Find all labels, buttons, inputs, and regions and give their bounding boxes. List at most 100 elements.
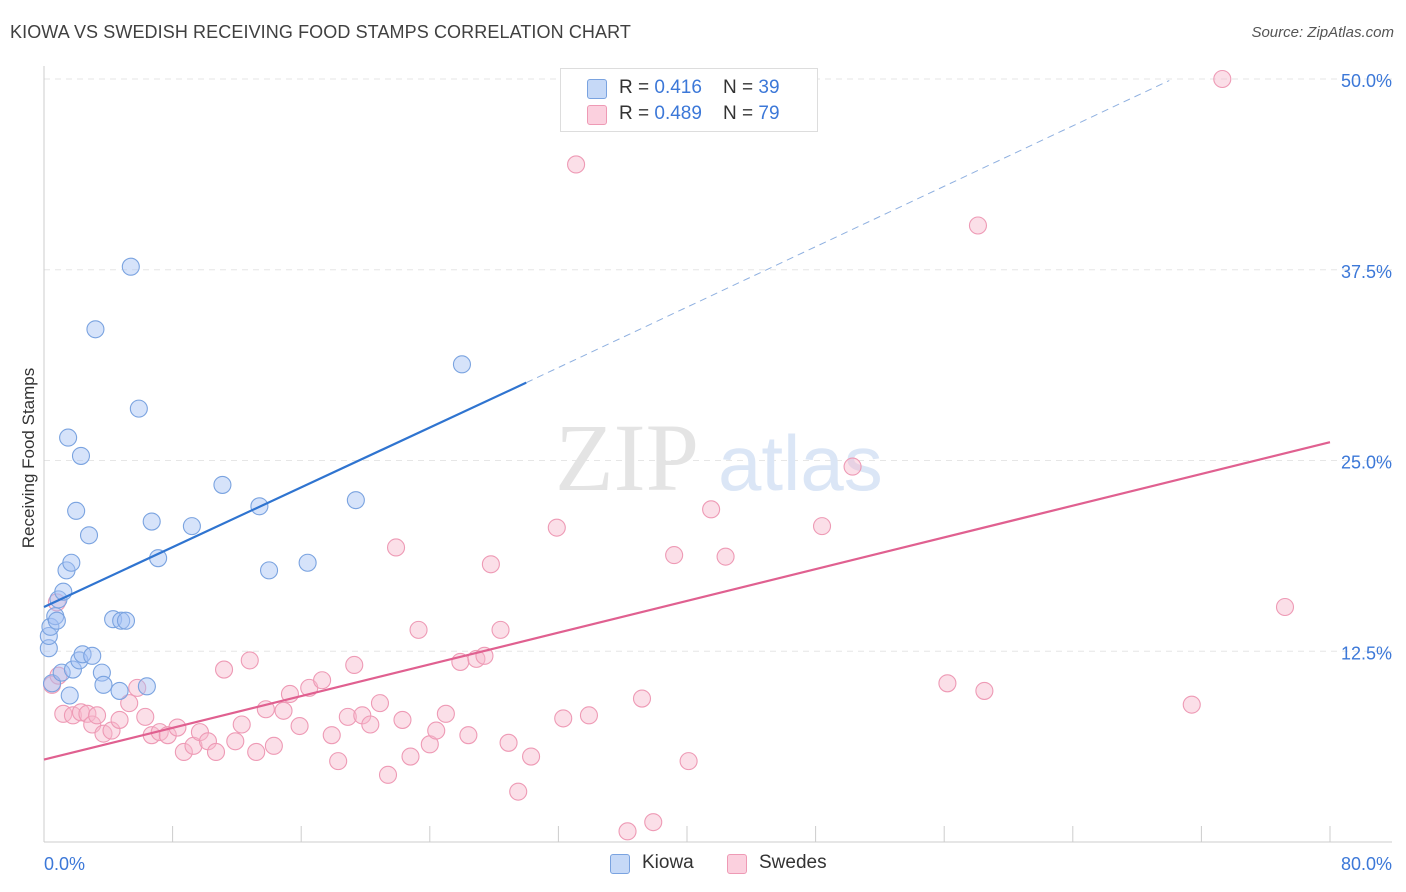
swedes-point-70 xyxy=(812,517,832,536)
swedes-point-66 xyxy=(665,546,684,565)
swedes-point-18 xyxy=(174,742,193,762)
swedes-point-73 xyxy=(968,216,988,235)
swedes-point-36 xyxy=(329,752,348,771)
kiowa-point-22 xyxy=(94,675,113,694)
swedes-point-68 xyxy=(702,500,721,519)
swedes-point-64 xyxy=(632,689,652,708)
swedes-point-76 xyxy=(1213,69,1232,89)
swedes-legend-swatch xyxy=(727,854,747,874)
kiowa-point-13 xyxy=(63,660,82,679)
swedes-point-12 xyxy=(128,678,147,697)
swedes-point-22 xyxy=(206,742,226,762)
swedes-point-55 xyxy=(491,620,510,639)
y-tick-label-0: 12.5% xyxy=(1341,643,1392,663)
chart-title: KIOWA VS SWEDISH RECEIVING FOOD STAMPS C… xyxy=(10,22,632,42)
kiowa-point-19 xyxy=(83,646,102,665)
y-tick-label-1: 25.0% xyxy=(1341,453,1392,473)
kiowa-point-37 xyxy=(346,491,365,510)
kiowa-point-28 xyxy=(129,399,148,418)
swedes-trend-line xyxy=(43,441,1331,761)
swedes-point-51 xyxy=(459,726,478,745)
y-axis-label: Receiving Food Stamps xyxy=(19,368,38,548)
swedes-point-58 xyxy=(522,747,541,766)
swedes-point-34 xyxy=(313,671,332,690)
kiowa-trend-extension xyxy=(526,80,1170,384)
kiowa-point-29 xyxy=(137,677,156,696)
source-label: Source: ZipAtlas.com xyxy=(1251,24,1394,41)
watermark-atlas: atlas xyxy=(718,419,883,507)
kiowa-point-26 xyxy=(116,611,136,630)
swedes-n-value: 79 xyxy=(758,103,780,124)
x-tick-label-1: 80.0% xyxy=(1341,854,1392,874)
swedes-point-11 xyxy=(120,694,139,713)
kiowa-r-value: 0.416 xyxy=(654,77,702,98)
kiowa-point-30 xyxy=(142,512,161,531)
watermark-zip: ZIP xyxy=(555,404,699,511)
swedes-r-label: R = xyxy=(619,103,655,124)
swedes-point-71 xyxy=(843,457,862,476)
kiowa-r-label: R = xyxy=(619,77,655,98)
kiowa-point-16 xyxy=(71,446,91,465)
swedes-point-54 xyxy=(481,555,500,574)
kiowa-point-35 xyxy=(259,561,279,580)
swedes-point-13 xyxy=(136,707,155,726)
swedes-r-value: 0.489 xyxy=(654,103,702,124)
swedes-point-65 xyxy=(644,813,663,832)
swedes-point-26 xyxy=(240,651,259,670)
swedes-point-45 xyxy=(401,747,420,766)
swedes-point-46 xyxy=(409,620,428,639)
kiowa-legend-swatch xyxy=(610,854,630,874)
grid-layer xyxy=(44,78,1392,652)
swedes-point-30 xyxy=(274,701,293,720)
swedes-point-44 xyxy=(393,710,412,729)
points-layer xyxy=(39,69,1295,841)
swedes-point-7 xyxy=(87,706,107,725)
swedes-point-38 xyxy=(345,655,364,675)
axes-layer: 12.5% 25.0% 37.5% 50.0% 0.0% 80.0% xyxy=(43,66,1392,874)
swedes-swatch xyxy=(587,105,607,125)
swedes-point-43 xyxy=(386,538,406,557)
swedes-point-41 xyxy=(370,694,390,713)
swedes-point-60 xyxy=(554,709,573,728)
swedes-point-24 xyxy=(226,732,245,751)
swedes-point-67 xyxy=(679,752,698,771)
kiowa-point-20 xyxy=(86,320,105,339)
kiowa-point-27 xyxy=(121,257,140,276)
swedes-point-57 xyxy=(509,782,528,801)
y-tick-label-2: 37.5% xyxy=(1341,262,1392,282)
swedes-point-40 xyxy=(361,715,380,734)
swedes-point-25 xyxy=(232,715,251,734)
kiowa-point-10 xyxy=(59,428,78,447)
kiowa-point-33 xyxy=(213,475,232,494)
correlation-legend: R = 0.416 N = 39 R = 0.489 N = 79 xyxy=(560,68,818,132)
trend-layer xyxy=(43,80,1331,761)
swedes-n-label: N = xyxy=(723,103,759,124)
swedes-point-29 xyxy=(264,736,283,755)
swedes-point-27 xyxy=(247,742,266,762)
swedes-point-49 xyxy=(436,704,455,723)
kiowa-point-32 xyxy=(182,517,201,536)
y-tick-label-3: 50.0% xyxy=(1341,71,1392,91)
swedes-point-61 xyxy=(567,155,586,174)
x-tick-label-0: 0.0% xyxy=(44,854,85,874)
swedes-point-10 xyxy=(110,710,129,729)
swedes-point-42 xyxy=(378,765,398,784)
kiowa-point-14 xyxy=(67,501,86,520)
watermark: ZIP atlas xyxy=(555,404,883,511)
kiowa-point-17 xyxy=(73,645,92,664)
swedes-point-62 xyxy=(579,706,598,725)
swedes-point-77 xyxy=(1275,597,1295,617)
swedes-point-56 xyxy=(499,733,518,752)
swedes-point-32 xyxy=(290,716,309,736)
swedes-point-2 xyxy=(54,704,73,723)
kiowa-point-7 xyxy=(52,663,71,682)
swedes-point-63 xyxy=(618,822,637,841)
swedes-point-5 xyxy=(78,704,97,723)
swedes-point-74 xyxy=(975,681,994,700)
swedes-point-75 xyxy=(1182,695,1201,714)
kiowa-n-value: 39 xyxy=(758,77,780,98)
kiowa-point-1 xyxy=(39,626,58,646)
swedes-point-23 xyxy=(214,660,234,679)
kiowa-point-11 xyxy=(60,686,79,705)
